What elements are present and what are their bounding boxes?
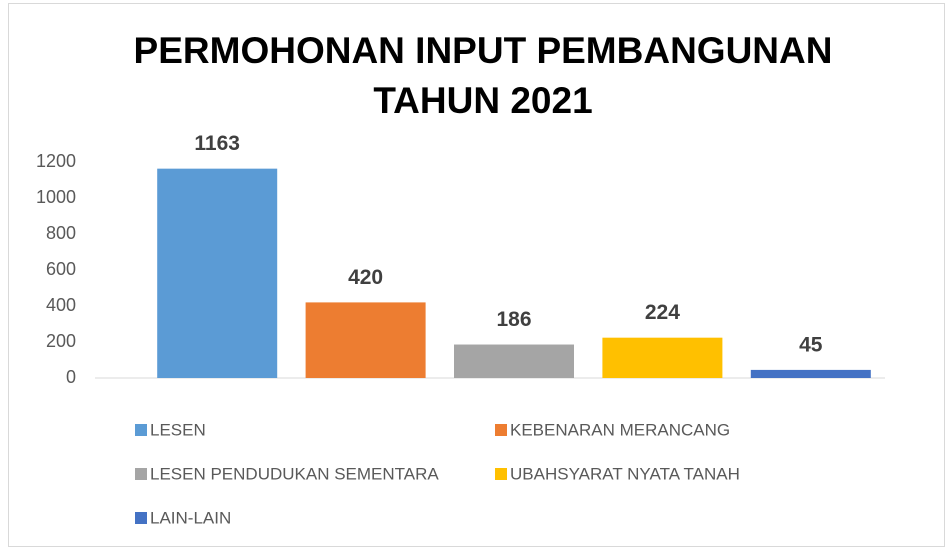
legend-label: LESEN PENDUDUKAN SEMENTARA bbox=[150, 464, 439, 483]
data-label: 420 bbox=[348, 266, 383, 289]
legend-label: KEBENARAN MERANCANG bbox=[510, 420, 730, 439]
y-tick-label: 800 bbox=[46, 223, 76, 243]
y-tick-label: 1200 bbox=[36, 151, 76, 171]
legend-swatch bbox=[495, 468, 507, 480]
y-tick-label: 400 bbox=[46, 295, 76, 315]
bar bbox=[305, 302, 426, 378]
legend-swatch bbox=[495, 424, 507, 436]
legend-label: UBAHSYARAT NYATA TANAH bbox=[510, 464, 740, 483]
legend-label: LAIN-LAIN bbox=[150, 508, 231, 527]
data-label: 45 bbox=[799, 333, 823, 356]
y-tick-label: 0 bbox=[66, 367, 76, 387]
legend-swatch bbox=[135, 512, 147, 524]
bar bbox=[454, 344, 574, 378]
data-label: 224 bbox=[645, 301, 680, 324]
bar bbox=[750, 369, 871, 378]
legend-label: LESEN bbox=[150, 420, 206, 439]
y-tick-label: 200 bbox=[46, 331, 76, 351]
y-tick-label: 600 bbox=[46, 259, 76, 279]
bar bbox=[157, 168, 278, 378]
data-label: 186 bbox=[496, 308, 531, 331]
data-label: 1163 bbox=[194, 132, 240, 155]
y-tick-label: 1000 bbox=[36, 187, 76, 207]
legend-swatch bbox=[135, 424, 147, 436]
bar bbox=[602, 337, 723, 378]
legend-swatch bbox=[135, 468, 147, 480]
chart-title: PERMOHONAN INPUT PEMBANGUNAN TAHUN 2021 bbox=[133, 30, 833, 121]
